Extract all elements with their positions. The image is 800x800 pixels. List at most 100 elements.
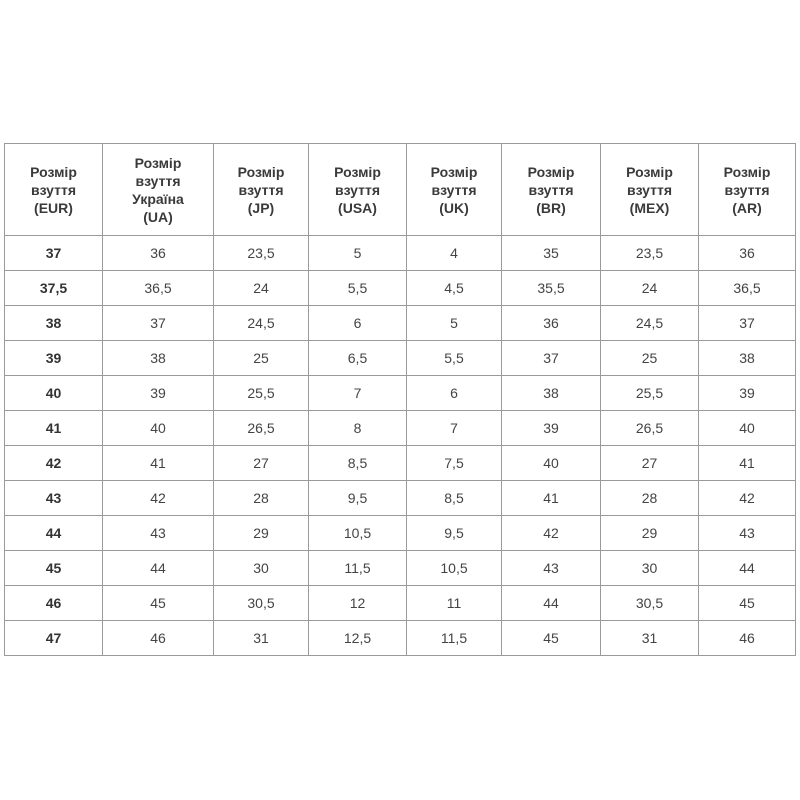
cell-uk: 7,5: [406, 445, 502, 481]
column-header-usa: Розмір взуття (USA): [308, 143, 407, 236]
cell-ar: 36: [698, 235, 796, 271]
header-line: (USA): [338, 199, 377, 216]
table-row: 46 45 30,5 12 11 44 30,5 45: [4, 585, 796, 621]
table-row: 47 46 31 12,5 11,5 45 31 46: [4, 620, 796, 656]
cell-br: 44: [501, 585, 601, 621]
cell-uk: 10,5: [406, 550, 502, 586]
header-line: Україна: [132, 190, 184, 207]
table-row: 41 40 26,5 8 7 39 26,5 40: [4, 410, 796, 446]
cell-br: 37: [501, 340, 601, 376]
cell-jp: 26,5: [213, 410, 309, 446]
header-line: взуття: [626, 181, 673, 198]
cell-usa: 12,5: [308, 620, 407, 656]
cell-usa: 5,5: [308, 270, 407, 306]
cell-ar: 45: [698, 585, 796, 621]
cell-br: 45: [501, 620, 601, 656]
cell-eur: 37: [4, 235, 103, 271]
cell-uk: 7: [406, 410, 502, 446]
header-line: Розмір: [237, 163, 285, 180]
cell-ua: 41: [102, 445, 214, 481]
cell-jp: 25: [213, 340, 309, 376]
cell-usa: 10,5: [308, 515, 407, 551]
cell-ar: 46: [698, 620, 796, 656]
cell-ar: 36,5: [698, 270, 796, 306]
cell-br: 39: [501, 410, 601, 446]
cell-usa: 8: [308, 410, 407, 446]
header-line: Розмір: [134, 154, 182, 171]
header-line: Розмір: [430, 163, 478, 180]
header-line: Розмір: [626, 163, 673, 180]
cell-mex: 30: [600, 550, 699, 586]
cell-usa: 12: [308, 585, 407, 621]
cell-eur: 38: [4, 305, 103, 341]
cell-ua: 38: [102, 340, 214, 376]
header-line: Розмір: [30, 163, 77, 180]
header-line: (MEX): [629, 199, 670, 216]
cell-mex: 27: [600, 445, 699, 481]
cell-usa: 6,5: [308, 340, 407, 376]
cell-br: 41: [501, 480, 601, 516]
cell-ar: 43: [698, 515, 796, 551]
column-header-uk: Розмір взуття (UK): [406, 143, 502, 236]
header-line: (JP): [247, 199, 275, 216]
cell-jp: 25,5: [213, 375, 309, 411]
table-row: 38 37 24,5 6 5 36 24,5 37: [4, 305, 796, 341]
cell-eur: 41: [4, 410, 103, 446]
table-row: 42 41 27 8,5 7,5 40 27 41: [4, 445, 796, 481]
cell-ua: 46: [102, 620, 214, 656]
header-line: взуття: [724, 181, 770, 198]
cell-eur: 46: [4, 585, 103, 621]
cell-ua: 36,5: [102, 270, 214, 306]
cell-ua: 42: [102, 480, 214, 516]
cell-uk: 5: [406, 305, 502, 341]
cell-eur: 39: [4, 340, 103, 376]
cell-ar: 44: [698, 550, 796, 586]
cell-uk: 8,5: [406, 480, 502, 516]
cell-mex: 31: [600, 620, 699, 656]
cell-jp: 27: [213, 445, 309, 481]
header-line: (UK): [439, 199, 469, 216]
cell-br: 36: [501, 305, 601, 341]
cell-uk: 4,5: [406, 270, 502, 306]
cell-mex: 30,5: [600, 585, 699, 621]
table-row: 40 39 25,5 7 6 38 25,5 39: [4, 375, 796, 411]
cell-jp: 30: [213, 550, 309, 586]
cell-uk: 5,5: [406, 340, 502, 376]
header-line: взуття: [135, 172, 181, 189]
cell-mex: 23,5: [600, 235, 699, 271]
cell-eur: 44: [4, 515, 103, 551]
table-row: 37,5 36,5 24 5,5 4,5 35,5 24 36,5: [4, 270, 796, 306]
cell-eur: 47: [4, 620, 103, 656]
table-row: 39 38 25 6,5 5,5 37 25 38: [4, 340, 796, 376]
cell-mex: 24,5: [600, 305, 699, 341]
cell-ua: 45: [102, 585, 214, 621]
cell-jp: 23,5: [213, 235, 309, 271]
header-line: взуття: [528, 181, 574, 198]
cell-br: 40: [501, 445, 601, 481]
column-header-br: Розмір взуття (BR): [501, 143, 601, 236]
cell-ua: 40: [102, 410, 214, 446]
cell-ar: 37: [698, 305, 796, 341]
column-header-eur: Розмір взуття (EUR): [4, 143, 103, 236]
cell-br: 42: [501, 515, 601, 551]
cell-ua: 37: [102, 305, 214, 341]
cell-ar: 39: [698, 375, 796, 411]
cell-ua: 36: [102, 235, 214, 271]
header-line: (UA): [143, 208, 173, 225]
column-header-ar: Розмір взуття (AR): [698, 143, 796, 236]
table-row: 44 43 29 10,5 9,5 42 29 43: [4, 515, 796, 551]
cell-usa: 7: [308, 375, 407, 411]
cell-br: 38: [501, 375, 601, 411]
cell-mex: 29: [600, 515, 699, 551]
header-line: (EUR): [34, 199, 73, 216]
cell-br: 43: [501, 550, 601, 586]
cell-eur: 40: [4, 375, 103, 411]
cell-br: 35,5: [501, 270, 601, 306]
header-line: взуття: [238, 181, 284, 198]
cell-jp: 24: [213, 270, 309, 306]
cell-uk: 11,5: [406, 620, 502, 656]
cell-eur: 43: [4, 480, 103, 516]
cell-ar: 41: [698, 445, 796, 481]
cell-eur: 45: [4, 550, 103, 586]
cell-ua: 44: [102, 550, 214, 586]
